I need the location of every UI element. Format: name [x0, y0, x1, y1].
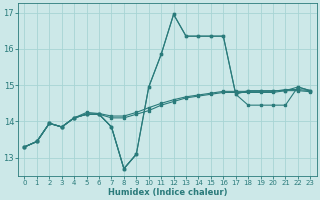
- X-axis label: Humidex (Indice chaleur): Humidex (Indice chaleur): [108, 188, 227, 197]
